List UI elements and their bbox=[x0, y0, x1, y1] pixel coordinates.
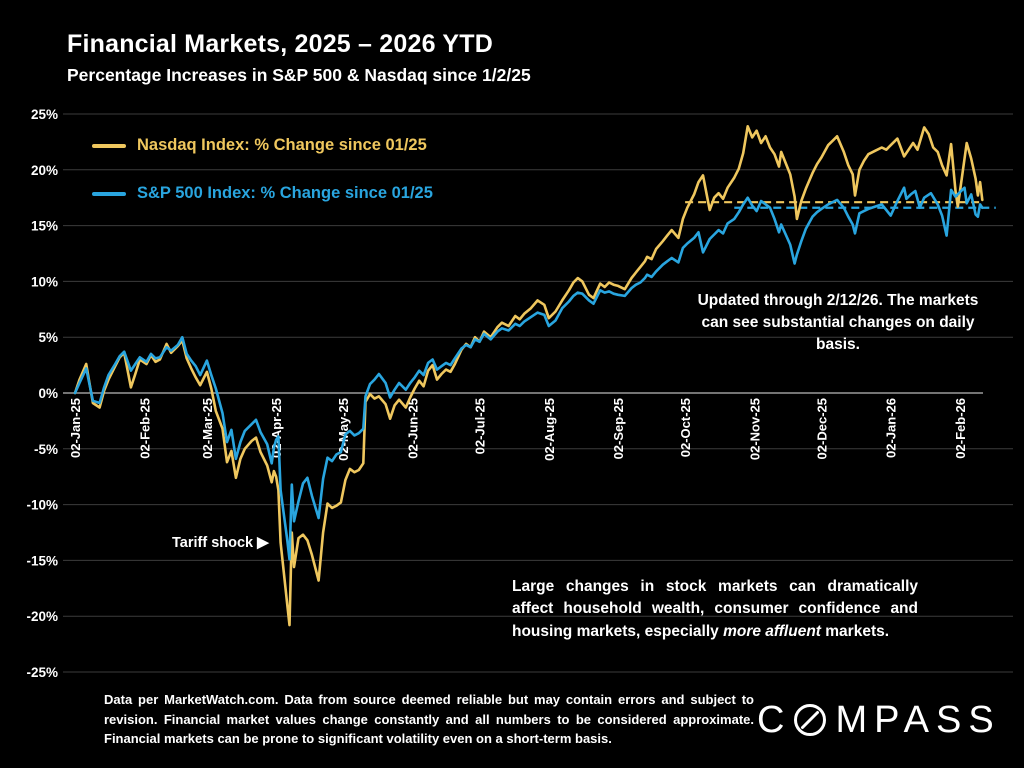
disclaimer-text: Data per MarketWatch.com. Data from sour… bbox=[104, 692, 754, 746]
x-axis-tick-label: 02-Sep-25 bbox=[611, 398, 626, 459]
y-axis-tick-label: 5% bbox=[38, 330, 58, 345]
y-axis-tick-label: 15% bbox=[31, 219, 58, 234]
nasdaq-line-swatch bbox=[92, 143, 126, 148]
impact-note: Large changes in stock markets can drama… bbox=[512, 576, 918, 643]
y-axis-tick-label: -25% bbox=[26, 665, 58, 680]
page-title: Financial Markets, 2025 – 2026 YTD bbox=[67, 30, 494, 58]
y-axis-tick-label: 10% bbox=[31, 274, 58, 289]
compass-logo-text-left: C bbox=[757, 699, 792, 741]
x-axis-tick-label: 02-Jan-25 bbox=[68, 398, 83, 458]
y-axis-tick-label: 25% bbox=[31, 107, 58, 122]
legend-item-nasdaq: Nasdaq Index: % Change since 01/25 bbox=[92, 136, 427, 155]
tariff-shock-label: Tariff shock ▶ bbox=[172, 533, 269, 551]
tariff-shock-text: Tariff shock bbox=[172, 535, 254, 551]
y-axis-tick-label: 0% bbox=[38, 386, 58, 401]
legend-item-sp500: S&P 500 Index: % Change since 01/25 bbox=[92, 184, 433, 203]
compass-o-icon bbox=[794, 704, 827, 736]
x-axis-tick-label: 02-Apr-25 bbox=[269, 398, 284, 458]
x-axis-tick-label: 02-Aug-25 bbox=[542, 398, 557, 461]
x-axis-tick-label: 02-Jul-25 bbox=[473, 398, 488, 454]
impact-note-italic-text: more affluent bbox=[723, 622, 821, 640]
sp500-line bbox=[73, 186, 984, 561]
y-axis-tick-label: 20% bbox=[31, 163, 58, 178]
x-axis-tick-label: 02-Jun-25 bbox=[405, 398, 420, 459]
right-arrow-icon: ▶ bbox=[257, 534, 269, 551]
x-axis-tick-label: 02-Feb-26 bbox=[953, 398, 968, 459]
x-axis-tick-label: 02-May-25 bbox=[336, 398, 351, 461]
updated-note: Updated through 2/12/26. The markets can… bbox=[697, 292, 979, 353]
x-axis-tick-label: 02-Dec-25 bbox=[814, 398, 829, 459]
y-axis-tick-label: -20% bbox=[26, 609, 58, 624]
x-axis-tick-label: 02-Oct-25 bbox=[678, 398, 693, 457]
impact-note-text-end: markets. bbox=[820, 622, 890, 640]
page-subtitle: Percentage Increases in S&P 500 & Nasdaq… bbox=[67, 65, 531, 85]
sp500-line-swatch bbox=[92, 191, 126, 196]
legend-label-sp500: S&P 500 Index: % Change since 01/25 bbox=[137, 184, 433, 202]
x-axis-tick-label: 02-Feb-25 bbox=[137, 398, 152, 459]
y-axis-tick-label: -10% bbox=[26, 498, 58, 513]
compass-logo-text-right: MPASS bbox=[835, 699, 1001, 741]
nasdaq-line bbox=[73, 125, 984, 627]
impact-note-text: Large changes in stock markets can drama… bbox=[512, 578, 918, 640]
compass-logo: C MPASS bbox=[757, 701, 1001, 739]
x-axis-tick-label: 02-Jan-26 bbox=[884, 398, 899, 458]
x-axis-tick-label: 02-Nov-25 bbox=[747, 398, 762, 460]
y-axis-tick-label: -5% bbox=[34, 442, 58, 457]
y-axis-tick-label: -15% bbox=[26, 553, 58, 568]
x-axis-tick-label: 02-Mar-25 bbox=[200, 398, 215, 459]
legend-label-nasdaq: Nasdaq Index: % Change since 01/25 bbox=[137, 136, 427, 154]
